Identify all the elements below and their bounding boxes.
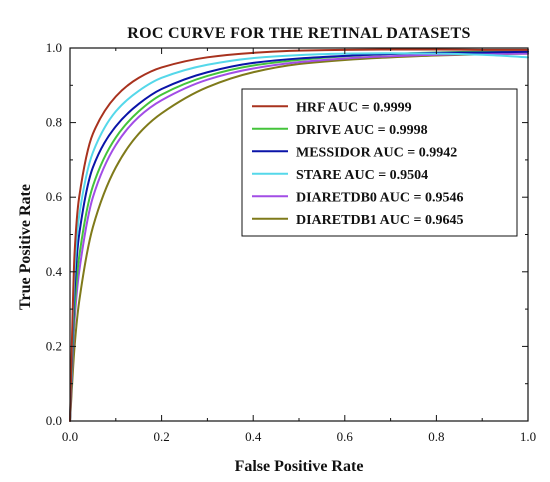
legend-label-stare: STARE AUC = 0.9504 <box>296 168 428 183</box>
y-tick-label: 0.8 <box>46 115 62 130</box>
y-tick-label: 0.4 <box>46 264 63 279</box>
series-line-stare <box>69 52 529 422</box>
series-line-diaretdb0 <box>69 52 529 422</box>
y-tick-label: 0.6 <box>46 189 63 204</box>
x-tick-label: 0.2 <box>153 429 169 444</box>
x-tick-label: 0.6 <box>337 429 354 444</box>
legend-label-messidor: MESSIDOR AUC = 0.9942 <box>296 145 457 160</box>
y-axis-label: True Positive Rate <box>17 184 34 310</box>
y-tick-label: 0.0 <box>46 413 62 428</box>
x-tick-label: 1.0 <box>520 429 536 444</box>
legend-label-diaretdb0: DIARETDB0 AUC = 0.9546 <box>296 190 463 205</box>
y-tick-label: 0.2 <box>46 338 62 353</box>
x-axis-label: False Positive Rate <box>235 458 364 475</box>
legend-label-drive: DRIVE AUC = 0.9998 <box>296 123 428 138</box>
series-line-hrf <box>69 48 529 422</box>
x-tick-label: 0.8 <box>428 429 444 444</box>
x-tick-label: 0.0 <box>62 429 78 444</box>
legend-label-diaretdb1: DIARETDB1 AUC = 0.9645 <box>296 213 463 228</box>
chart-title: ROC CURVE FOR THE RETINAL DATASETS <box>127 25 470 42</box>
legend-label-hrf: HRF AUC = 0.9999 <box>296 100 412 115</box>
y-tick-label: 1.0 <box>46 40 62 55</box>
legend-box <box>241 88 518 237</box>
x-tick-label: 0.4 <box>245 429 262 444</box>
